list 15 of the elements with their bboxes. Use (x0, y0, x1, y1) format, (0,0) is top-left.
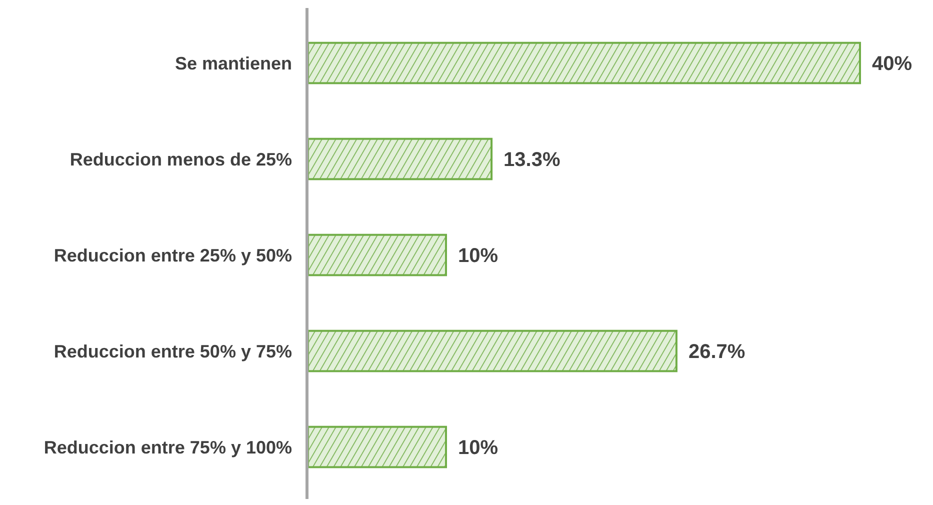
data-label: 13.3% (504, 149, 560, 171)
y-tick-label: Reduccion entre 50% y 75% (54, 341, 292, 362)
bar (307, 138, 493, 180)
bar (307, 234, 447, 276)
data-label: 10% (458, 437, 498, 459)
y-tick-label: Se mantienen (174, 53, 292, 74)
y-tick-label: Reduccion menos de 25% (70, 149, 292, 170)
data-label: 40% (872, 53, 912, 75)
y-tick-label: Reduccion entre 75% y 100% (44, 437, 292, 458)
bar (307, 330, 678, 372)
data-label: 26.7% (688, 341, 746, 363)
bar (307, 42, 861, 84)
data-label: 10% (458, 245, 498, 267)
y-tick-label: Reduccion entre 25% y 50% (54, 245, 292, 266)
bar (307, 426, 447, 468)
